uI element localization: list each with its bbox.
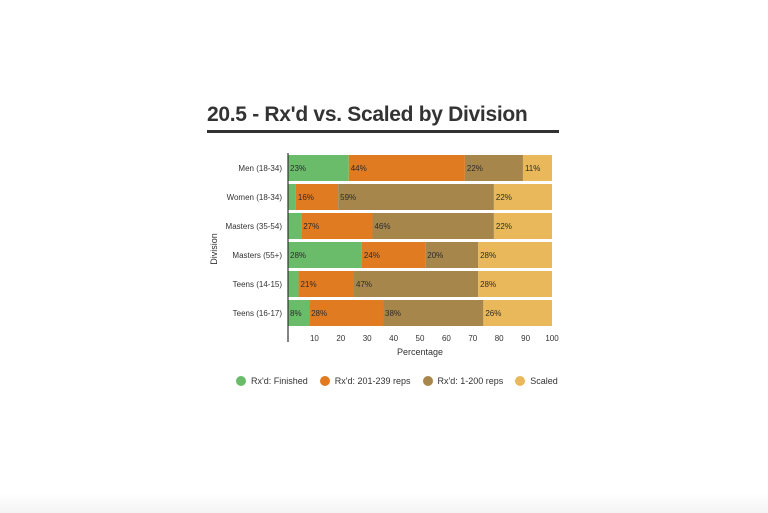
x-tick-label: 60 — [442, 334, 451, 343]
x-tick-label: 20 — [336, 334, 345, 343]
bar-segment — [478, 271, 552, 297]
data-label: 44% — [351, 164, 367, 173]
data-label: 21% — [301, 280, 317, 289]
bar-segment — [338, 184, 494, 210]
bar-segment — [464, 155, 523, 181]
page-bottom-shade — [0, 493, 768, 513]
legend-swatch — [236, 376, 246, 386]
data-label: 11% — [525, 164, 540, 173]
legend-item[interactable]: Rx'd: Finished — [236, 376, 308, 386]
x-axis-title: Percentage — [397, 347, 443, 357]
data-label: 26% — [485, 309, 501, 318]
data-label: 16% — [298, 193, 314, 202]
bar-segment — [478, 242, 552, 268]
legend-item[interactable]: Rx'd: 1-200 reps — [422, 376, 504, 386]
data-label: 28% — [311, 309, 327, 318]
bar-segment — [309, 300, 384, 326]
x-tick-label: 10 — [310, 334, 319, 343]
y-tick-label: Masters (55+) — [232, 251, 282, 260]
legend-item[interactable]: Rx'd: 201-239 reps — [319, 376, 411, 386]
x-tick-label: 80 — [495, 334, 504, 343]
bar-segment — [361, 242, 426, 268]
bar-segment — [295, 184, 339, 210]
bar-segment — [372, 213, 494, 239]
bar-segment — [383, 300, 484, 326]
legend-label: Rx'd: 1-200 reps — [437, 376, 504, 386]
y-tick-label: Men (18-34) — [238, 164, 282, 173]
bar-segment — [348, 155, 465, 181]
legend-item[interactable]: Scaled — [515, 376, 558, 386]
chart-legend: Rx'd: Finished Rx'd: 201-239 reps Rx'd: 1-… — [236, 376, 558, 386]
title-underline — [207, 130, 559, 133]
bar-segment — [301, 213, 373, 239]
bar-segment — [493, 213, 552, 239]
legend-swatch — [319, 376, 330, 386]
x-tick-label: 50 — [416, 334, 425, 343]
chart-title: 20.5 - Rx'd vs. Scaled by Division — [207, 103, 528, 126]
legend-label: Rx'd: Finished — [251, 376, 308, 386]
bar-segment — [288, 300, 310, 326]
data-label: 38% — [385, 309, 401, 318]
data-label: 27% — [303, 222, 319, 231]
bar-segment — [288, 213, 302, 239]
bar-segment — [483, 300, 552, 326]
data-label: 28% — [480, 280, 496, 289]
bar-segment — [354, 271, 479, 297]
bar-segment — [493, 184, 552, 210]
data-label: 28% — [480, 251, 496, 260]
x-tick-label: 90 — [521, 334, 530, 343]
data-label: 22% — [467, 164, 483, 173]
legend-label: Scaled — [530, 376, 558, 386]
data-label: 23% — [290, 164, 306, 173]
x-tick-label: 40 — [389, 334, 398, 343]
y-axis-title: Division — [209, 233, 219, 265]
y-tick-label: Teens (14-15) — [233, 280, 283, 289]
data-label: 28% — [290, 251, 306, 260]
bar-segment — [288, 271, 299, 297]
bar-segment — [288, 242, 362, 268]
data-label: 22% — [496, 193, 512, 202]
x-tick-label: 70 — [468, 334, 477, 343]
bar-segment — [298, 271, 354, 297]
data-label: 46% — [374, 222, 390, 231]
data-label: 8% — [290, 309, 302, 318]
x-tick-label: 30 — [363, 334, 372, 343]
legend-swatch — [515, 376, 526, 386]
bar-segment — [522, 155, 552, 181]
x-tick-label: 100 — [545, 334, 559, 343]
data-label: 20% — [427, 251, 443, 260]
data-label: 47% — [356, 280, 372, 289]
bar-segment — [425, 242, 479, 268]
data-label: 24% — [364, 251, 380, 260]
bar-segment — [288, 155, 349, 181]
y-tick-label: Teens (16-17) — [233, 309, 283, 318]
y-tick-label: Masters (35-54) — [226, 222, 283, 231]
data-label: 22% — [496, 222, 512, 231]
legend-swatch — [422, 376, 433, 386]
legend-label: Rx'd: 201-239 reps — [334, 376, 411, 386]
y-tick-label: Women (18-34) — [227, 193, 283, 202]
data-label: 59% — [340, 193, 356, 202]
bar-segment — [288, 184, 296, 210]
